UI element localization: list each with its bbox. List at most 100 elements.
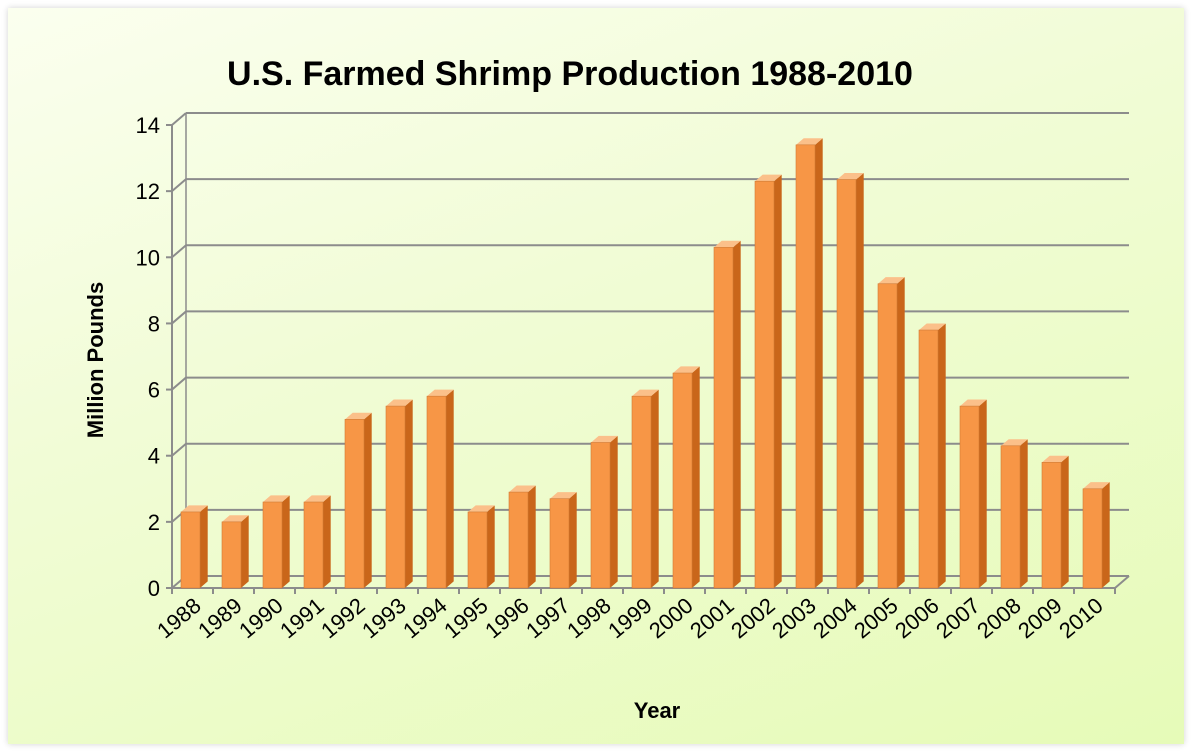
gridline-depth xyxy=(171,442,187,457)
bar xyxy=(1000,439,1028,589)
gridline-depth xyxy=(171,244,187,259)
bar-front xyxy=(549,498,570,589)
bar-layer xyxy=(180,138,1110,589)
bar-side xyxy=(200,505,208,588)
bar xyxy=(1082,482,1110,589)
bar-top xyxy=(796,138,823,145)
bar-top xyxy=(714,240,741,248)
bar-top xyxy=(837,172,864,180)
x-tick-label: 1999 xyxy=(603,593,657,644)
bar-top xyxy=(181,505,208,512)
y-axis-title: Million Pounds xyxy=(83,282,108,438)
bar-top xyxy=(304,495,331,503)
bar xyxy=(918,323,946,589)
y-tick-label: 6 xyxy=(148,378,160,403)
bar-top xyxy=(345,412,372,420)
x-tick-label: 1993 xyxy=(357,593,411,644)
x-tick-label: 1994 xyxy=(398,593,452,644)
x-tick-label: 2003 xyxy=(767,593,821,644)
x-tick-label: 2004 xyxy=(808,593,862,644)
bar xyxy=(713,240,741,589)
bar xyxy=(508,485,536,589)
bar-front xyxy=(180,511,201,589)
bar xyxy=(1041,455,1069,589)
bar-side xyxy=(323,495,331,588)
x-tick-label: 2001 xyxy=(685,593,739,644)
bar-side xyxy=(610,435,618,588)
gridline-depth xyxy=(171,178,187,192)
bar-top xyxy=(427,389,454,397)
bar-top xyxy=(632,389,659,397)
bar-top xyxy=(386,399,413,407)
x-tick-label: 2007 xyxy=(931,593,985,644)
x-tick-label: 2009 xyxy=(1013,593,1067,644)
bar xyxy=(672,366,700,589)
y-tick-label: 10 xyxy=(136,245,160,270)
bar-front xyxy=(918,329,939,589)
y-tick-label: 8 xyxy=(148,311,160,336)
x-tick-labels: 1988198919901991199219931994199519961997… xyxy=(152,593,1108,644)
bar-front xyxy=(836,179,857,589)
bar xyxy=(426,389,454,589)
bar xyxy=(795,138,823,589)
x-tick-label: 2006 xyxy=(890,593,944,644)
bar-side xyxy=(1061,455,1069,588)
gridline-depth xyxy=(171,376,187,391)
x-tick-label: 1996 xyxy=(480,593,534,644)
chart-frame xyxy=(8,8,1184,744)
bar-side xyxy=(897,277,905,588)
x-tick-label: 2005 xyxy=(849,593,903,644)
bar-front xyxy=(877,283,898,589)
bar-top xyxy=(878,277,905,284)
bar-front xyxy=(713,247,734,589)
x-tick-label: 1988 xyxy=(152,593,206,644)
bar xyxy=(467,505,495,589)
bar xyxy=(221,515,249,589)
bar-front xyxy=(795,144,816,589)
bar-top xyxy=(263,495,290,503)
bar-top xyxy=(755,174,782,182)
bar-top xyxy=(550,492,577,499)
x-tick-label: 2000 xyxy=(644,593,698,644)
bar-front xyxy=(1082,488,1103,589)
bar-top xyxy=(1083,482,1110,489)
bar-side xyxy=(815,138,823,588)
y-tick-labels: 0 2 4 6 8 10 12 14 xyxy=(136,113,160,601)
x-tick-label: 1998 xyxy=(562,593,616,644)
x-tick-label: 1992 xyxy=(316,593,370,644)
bar-top xyxy=(591,435,618,443)
bar-front xyxy=(959,405,980,589)
bar-front xyxy=(467,511,488,589)
x-axis-title: Year xyxy=(634,698,681,723)
x-tick-label: 1991 xyxy=(275,593,329,644)
bar-top xyxy=(919,323,946,331)
bar xyxy=(385,399,413,589)
bar xyxy=(303,495,331,589)
bar xyxy=(262,495,290,589)
chart-title: U.S. Farmed Shrimp Production 1988-2010 xyxy=(227,55,913,93)
x-tick-label: 2002 xyxy=(726,593,780,644)
bar xyxy=(877,277,905,589)
y-tick-label: 14 xyxy=(136,113,160,138)
gridline-depth xyxy=(171,112,187,126)
bar xyxy=(631,389,659,589)
bar-front xyxy=(754,180,775,589)
x-tick-label: 2008 xyxy=(972,593,1026,644)
y-tick-label: 4 xyxy=(148,444,160,469)
bar-side xyxy=(1102,482,1110,588)
bar-top xyxy=(468,505,495,512)
bar-front xyxy=(385,405,406,589)
bar-side xyxy=(651,389,659,588)
bar-front xyxy=(221,521,242,589)
bar-side xyxy=(774,174,782,588)
bar-side xyxy=(282,495,290,588)
bar-side xyxy=(692,366,700,588)
bar-front xyxy=(426,395,447,589)
floor-depth-edge xyxy=(1114,575,1130,589)
bar-front xyxy=(344,419,365,589)
bar-top xyxy=(222,515,249,522)
bar xyxy=(344,412,372,589)
bar xyxy=(836,172,864,589)
bar-side xyxy=(938,323,946,588)
y-tick-label: 2 xyxy=(148,510,160,535)
